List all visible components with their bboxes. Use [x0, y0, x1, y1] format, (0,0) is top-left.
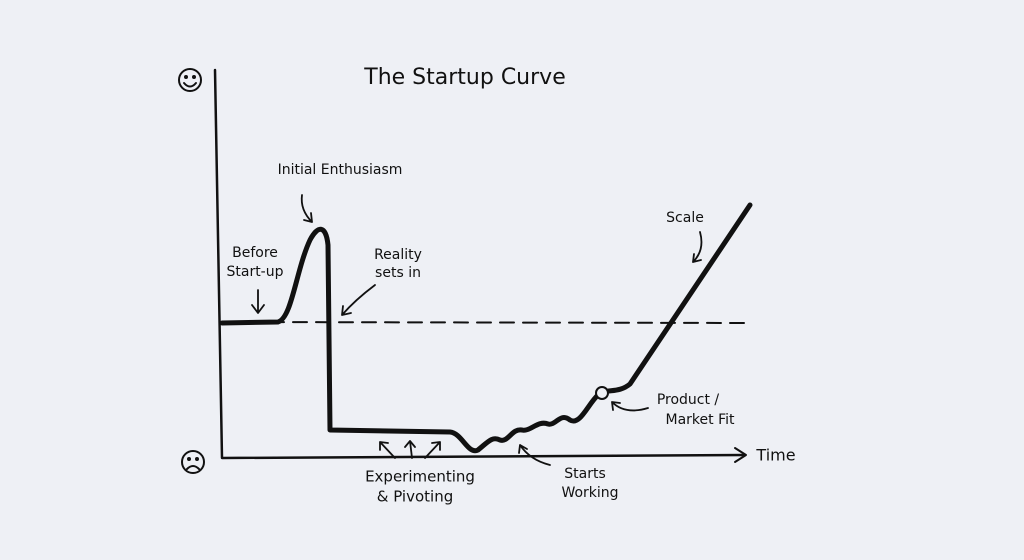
- happy-face: [178, 68, 202, 92]
- annotation-arrows: [251, 194, 703, 466]
- annotation: Before: [232, 245, 278, 261]
- curve: [219, 202, 753, 454]
- axes: [213, 68, 747, 460]
- x-axis-arrow: [734, 447, 747, 463]
- annotation: Reality: [374, 247, 422, 263]
- annotation: & Pivoting: [377, 488, 453, 506]
- annotation: Scale: [666, 210, 704, 226]
- annotation: Initial Enthusiasm: [278, 162, 403, 178]
- annotation: sets in: [375, 265, 421, 281]
- product-market-fit-point: [595, 386, 609, 400]
- annotation: Market Fit: [666, 412, 735, 428]
- annotation: Product /: [657, 392, 720, 408]
- sad-face: [181, 450, 205, 474]
- annotation: Starts: [564, 466, 606, 482]
- title: The Startup Curve: [363, 65, 565, 90]
- baseline: [223, 321, 753, 324]
- annotation: Experimenting: [365, 468, 475, 486]
- annotation: Working: [561, 485, 618, 501]
- annotation: Start-up: [226, 264, 283, 280]
- x-axis-label: Time: [755, 446, 795, 465]
